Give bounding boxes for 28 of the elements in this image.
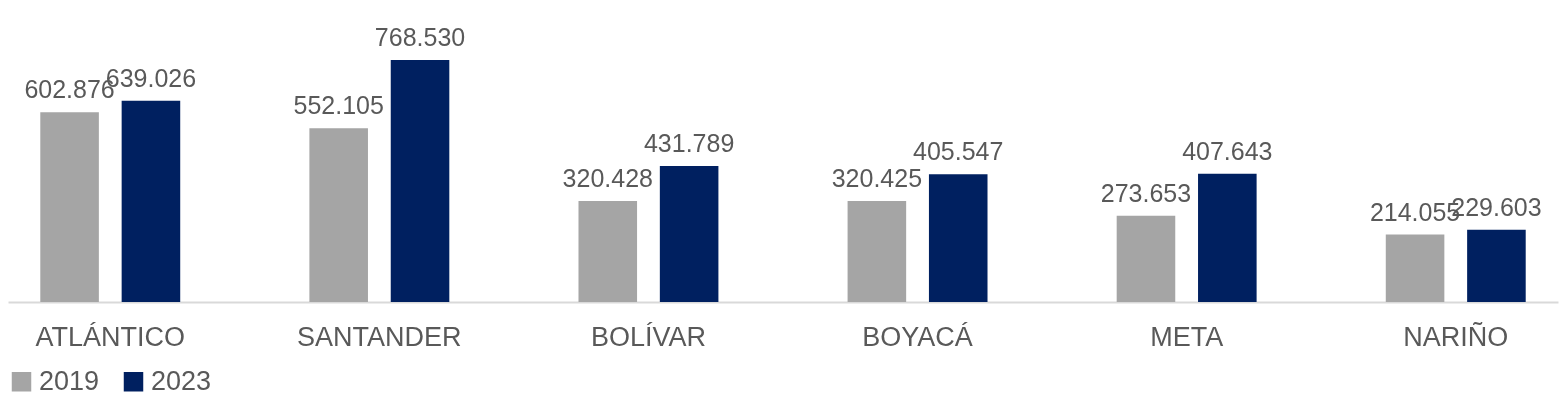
data-label: 273.653 [1100,178,1192,207]
x-tick-label: NARIÑO [1403,320,1509,352]
x-tick-label: ATLÁNTICO [35,321,186,352]
data-label: 552.105 [293,91,384,120]
x-tick-label: BOYACÁ [862,321,973,352]
legend-label: 2023 [151,365,212,396]
bar [1116,215,1176,302]
data-label: 320.428 [562,164,653,193]
bar [1198,173,1257,302]
bar [1467,229,1526,302]
x-tick-label: META [1150,321,1224,352]
data-label: 320.425 [831,164,923,193]
data-label: 407.643 [1182,136,1273,165]
bar [847,201,907,302]
bar [1385,234,1445,302]
data-label: 768.530 [374,23,466,51]
data-label: 405.547 [913,137,1004,166]
legend-label: 2019 [39,365,100,396]
bar [659,166,719,302]
data-label: 431.789 [643,129,735,158]
bar [578,201,638,302]
bar [40,112,99,302]
x-tick-label: SANTANDER [297,321,462,352]
x-tick-label: BOLÍVAR [590,321,706,352]
bar [390,60,450,302]
bar [928,174,988,302]
bar [121,100,181,302]
bar [309,128,368,302]
